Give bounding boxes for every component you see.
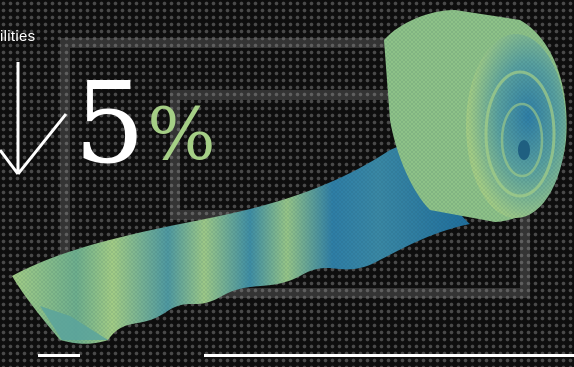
stat-block: 5 % (0, 52, 216, 182)
rule-left (38, 354, 80, 357)
rule-right (204, 354, 574, 357)
down-arrow-icon (0, 62, 68, 175)
stat-value: 5 (74, 59, 146, 189)
stat-unit: % (147, 92, 216, 176)
stat-label: ilities (0, 28, 36, 45)
